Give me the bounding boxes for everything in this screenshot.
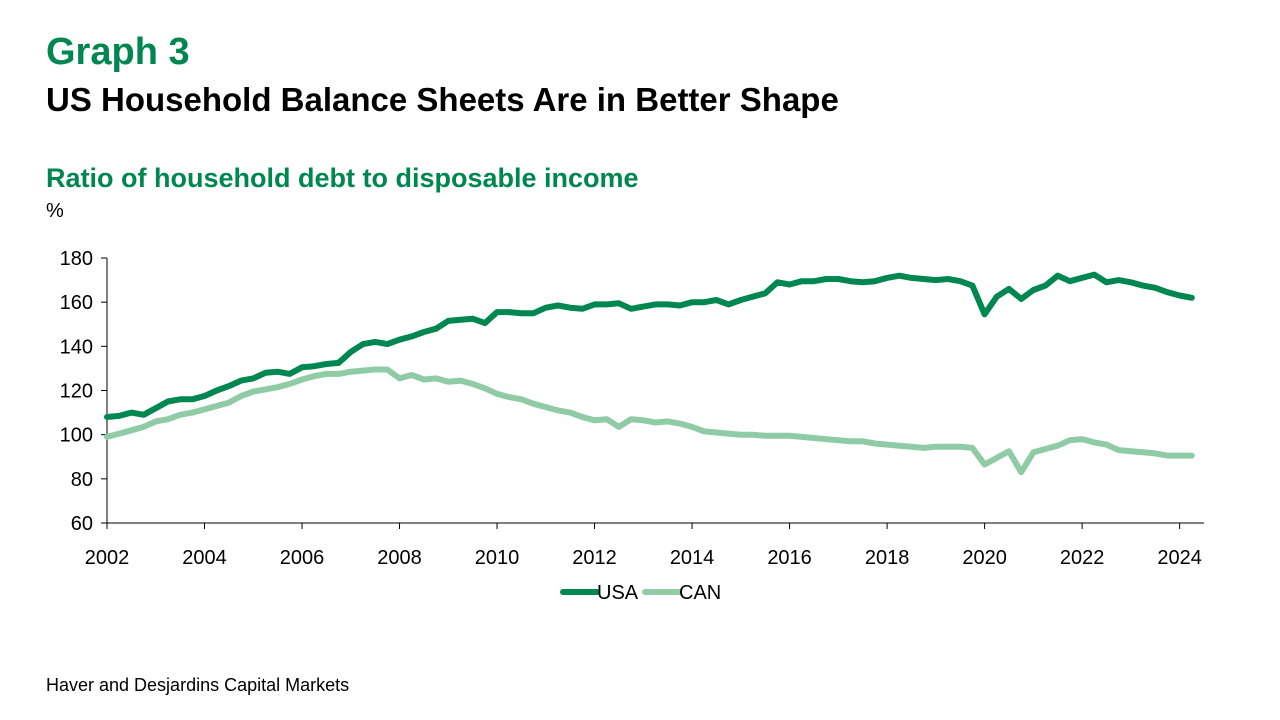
- chart-axes: 60 80 100 120 140 160 180 2002 2004 2006 2008 2010 2…: [60, 248, 1204, 569]
- y-tick-label: 120: [60, 381, 93, 403]
- y-tick-label: 140: [60, 336, 93, 358]
- page-title: US Household Balance Sheets Are in Bette…: [46, 81, 839, 118]
- legend-label-usa: USA: [597, 582, 639, 604]
- y-tick-label: 80: [71, 469, 93, 491]
- series-line-can: [104, 366, 1195, 476]
- series-line-usa: [104, 271, 1195, 420]
- x-tick-label: 2020: [962, 547, 1007, 569]
- x-tick-label: 2010: [475, 547, 520, 569]
- y-tick-label: 60: [71, 513, 93, 535]
- y-axis-unit-label: %: [46, 200, 64, 222]
- chart-legend: USA CAN: [560, 582, 721, 604]
- x-tick-label: 2014: [670, 547, 715, 569]
- x-tick-label: 2008: [377, 547, 422, 569]
- source-note: Haver and Desjardins Capital Markets: [46, 675, 350, 695]
- x-tick-label: 2004: [182, 547, 227, 569]
- chart-series: [104, 271, 1195, 476]
- y-tick-label: 180: [60, 248, 93, 270]
- y-tick-label: 100: [60, 425, 93, 447]
- graph-number: Graph 3: [46, 31, 190, 73]
- x-tick-label: 2016: [767, 547, 812, 569]
- y-tick-label: 160: [60, 292, 93, 314]
- x-tick-label: 2012: [572, 547, 617, 569]
- x-tick-label: 2024: [1157, 547, 1202, 569]
- x-tick-label: 2018: [865, 547, 910, 569]
- x-tick-label: 2006: [280, 547, 325, 569]
- x-tick-label: 2002: [85, 547, 130, 569]
- legend-label-can: CAN: [679, 582, 721, 604]
- chart-title: Ratio of household debt to disposable in…: [46, 163, 639, 193]
- x-tick-label: 2022: [1060, 547, 1105, 569]
